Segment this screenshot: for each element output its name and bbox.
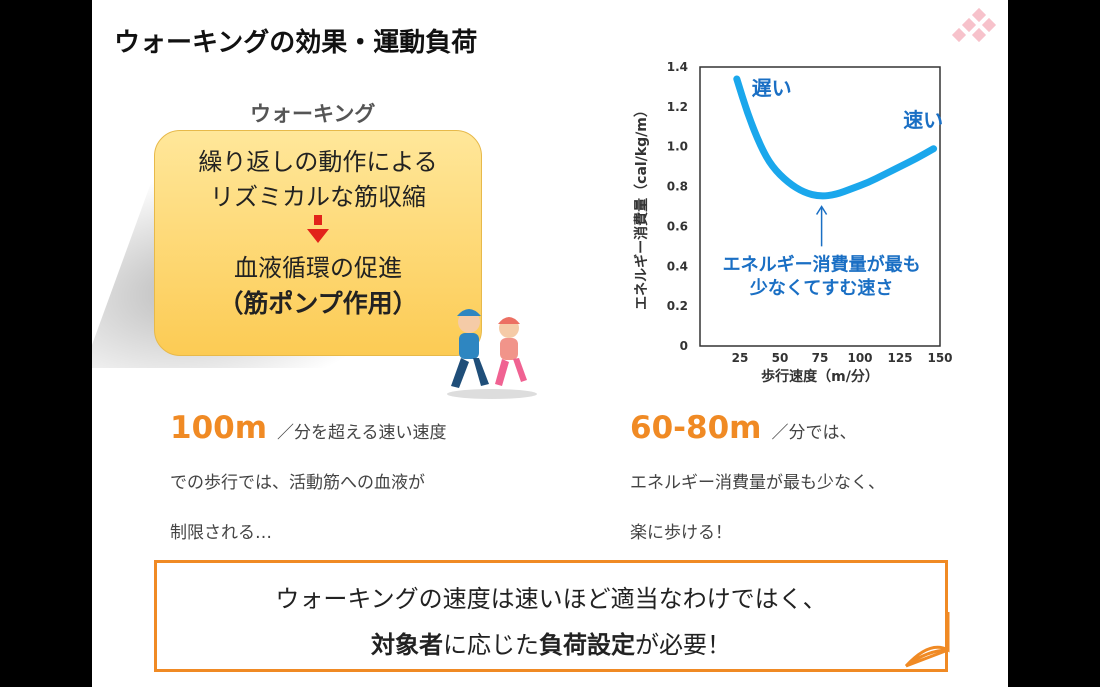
min-annotation-line-1: エネルギー消費量が最も	[723, 253, 921, 275]
left-paragraph: 100m ／分を超える速い速度 での歩行では、活動筋への血液が 制限される…	[170, 403, 550, 558]
y-tick-label: 1.4	[667, 60, 688, 74]
conclusion-line-2: 対象者に応じた負荷設定が必要！	[157, 625, 945, 660]
conclusion-text-2: が必要！	[635, 631, 731, 659]
y-tick-label: 0.8	[667, 180, 688, 194]
page-curl-decoration	[900, 610, 960, 670]
emphasis-load-setting: 負荷設定	[539, 631, 635, 659]
y-tick-label: 1.2	[667, 100, 688, 114]
down-arrow-stem	[314, 215, 322, 225]
box-line-3: 血液循環の促進	[234, 254, 402, 282]
walking-label: ウォーキング	[250, 102, 376, 126]
left-line-3: 制限される…	[170, 523, 272, 543]
left-line-1: ／分を超える速い速度	[277, 423, 447, 443]
x-tick-label: 50	[772, 351, 789, 365]
right-paragraph: 60-80m ／分では、 エネルギー消費量が最も少なく、 楽に歩ける！	[630, 403, 990, 558]
down-arrow-icon	[307, 229, 329, 243]
y-tick-label: 0.4	[667, 259, 688, 273]
y-axis-label: エネルギー消費量（cal/kg/m）	[633, 103, 650, 310]
x-tick-label: 125	[887, 351, 912, 365]
logo	[948, 6, 1004, 50]
energy-curve	[733, 75, 938, 200]
walking-people-illustration	[437, 300, 547, 400]
box-line-4: （筋ポンプ作用）	[218, 289, 418, 318]
left-line-2: での歩行では、活動筋への血液が	[170, 473, 425, 493]
label-slow: 遅い	[752, 76, 792, 100]
box-line-2: リズミカルな筋収縮	[210, 183, 426, 211]
x-axis-label: 歩行速度（m/分）	[761, 368, 879, 385]
right-big-speed: 60-80m	[630, 410, 762, 446]
conclusion-line-1: ウォーキングの速度は速いほど適当なわけではく、	[275, 585, 827, 613]
right-line-1: ／分では、	[771, 423, 857, 443]
min-pointer-arrowhead	[815, 205, 828, 215]
emphasis-target: 対象者	[371, 631, 443, 659]
slide-title: ウォーキングの効果・運動負荷	[114, 28, 478, 58]
min-annotation-line-2: 少なくてすむ速さ	[749, 277, 893, 299]
x-tick-label: 75	[812, 351, 829, 365]
x-tick-label: 100	[847, 351, 872, 365]
x-tick-label: 25	[732, 351, 749, 365]
y-tick-label: 1.0	[667, 140, 688, 154]
slide: ウォーキングの効果・運動負荷 ウォーキング 繰り返しの動作による リズミカルな筋…	[92, 0, 1008, 687]
walking-effect-box: 繰り返しの動作による リズミカルな筋収縮 血液循環の促進 （筋ポンプ作用）	[154, 130, 482, 356]
left-big-speed: 100m	[170, 410, 268, 446]
right-line-2: エネルギー消費量が最も少なく、	[630, 473, 885, 493]
label-fast: 速い	[903, 108, 943, 132]
y-tick-label: 0.6	[667, 219, 688, 233]
chart-svg: 0 0.2 0.4 0.6 0.8 1.0 1.2 1.4 25 50 75 100 125 150 歩行速…	[633, 60, 953, 385]
right-line-3: 楽に歩ける！	[630, 523, 732, 543]
conclusion-box: ウォーキングの速度は速いほど適当なわけではく、 対象者に応じた負荷設定が必要！	[154, 560, 948, 672]
conclusion-text-1: に応じた	[443, 631, 539, 659]
x-tick-label: 150	[927, 351, 952, 365]
box-line-1: 繰り返しの動作による	[198, 148, 438, 176]
y-tick-label: 0	[680, 339, 688, 353]
energy-chart: 0 0.2 0.4 0.6 0.8 1.0 1.2 1.4 25 50 75 100 125 150 歩行速…	[592, 55, 972, 400]
plot-frame	[699, 66, 941, 347]
y-tick-label: 0.2	[667, 299, 688, 313]
